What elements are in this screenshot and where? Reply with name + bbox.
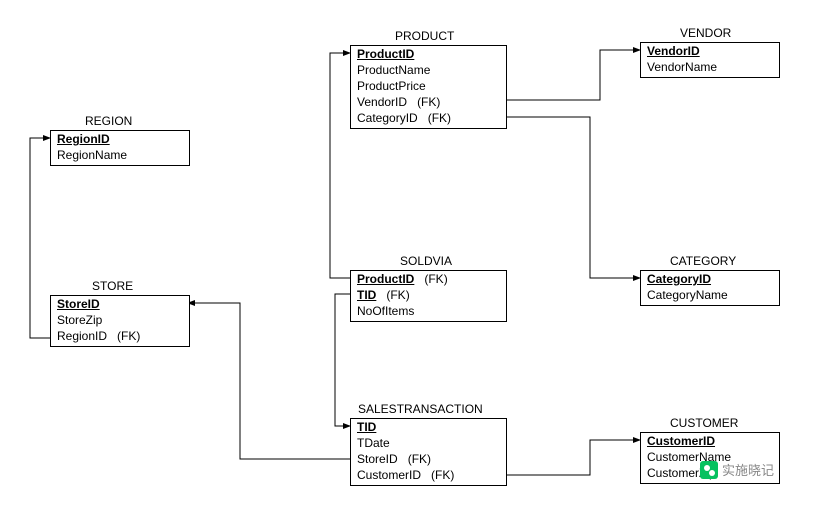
attr-region-regionname: RegionName <box>51 147 189 163</box>
attr-product-productname: ProductName <box>351 62 506 78</box>
attr-customer-customerid: CustomerID <box>641 433 779 449</box>
entity-title-soldvia: SOLDVIA <box>400 254 452 268</box>
entity-title-salestransaction: SALESTRANSACTION <box>358 402 483 416</box>
attr-salestransaction-storeid: StoreID (FK) <box>351 451 506 467</box>
attr-product-categoryid: CategoryID (FK) <box>351 110 506 126</box>
attr-category-categoryid: CategoryID <box>641 271 779 287</box>
attr-salestransaction-customerid: CustomerID (FK) <box>351 467 506 483</box>
entity-soldvia: ProductID (FK)TID (FK)NoOfItems <box>350 270 507 322</box>
edge-store-RegionID-to-region <box>30 138 50 338</box>
entity-title-region: REGION <box>85 114 132 128</box>
entity-category: CategoryIDCategoryName <box>640 270 780 306</box>
attr-region-regionid: RegionID <box>51 131 189 147</box>
entity-region: RegionIDRegionName <box>50 130 190 166</box>
edge-salestransaction-CustomerID-to-customer <box>505 440 640 475</box>
edge-product-VendorID-to-vendor <box>505 50 640 100</box>
entity-salestransaction: TIDTDateStoreID (FK)CustomerID (FK) <box>350 418 507 486</box>
attr-store-regionid: RegionID (FK) <box>51 328 189 344</box>
edge-salestransaction-StoreID-to-store <box>188 303 350 459</box>
attr-soldvia-productid: ProductID (FK) <box>351 271 506 287</box>
attr-soldvia-noofitems: NoOfItems <box>351 303 506 319</box>
entity-title-vendor: VENDOR <box>680 26 731 40</box>
entity-title-customer: CUSTOMER <box>670 416 738 430</box>
attr-product-vendorid: VendorID (FK) <box>351 94 506 110</box>
attr-vendor-vendorid: VendorID <box>641 43 779 59</box>
attr-product-productid: ProductID <box>351 46 506 62</box>
watermark: 实施晓记 <box>700 460 774 479</box>
attr-category-categoryname: CategoryName <box>641 287 779 303</box>
attr-salestransaction-tdate: TDate <box>351 435 506 451</box>
attr-product-productprice: ProductPrice <box>351 78 506 94</box>
attr-store-storezip: StoreZip <box>51 312 189 328</box>
entity-vendor: VendorIDVendorName <box>640 42 780 78</box>
edge-soldvia-TID-to-salestransaction <box>335 294 350 426</box>
attr-vendor-vendorname: VendorName <box>641 59 779 75</box>
edge-product-CategoryID-to-category <box>505 117 640 278</box>
watermark-text: 实施晓记 <box>722 460 774 479</box>
entity-product: ProductIDProductNameProductPriceVendorID… <box>350 45 507 129</box>
entity-title-category: CATEGORY <box>670 254 736 268</box>
wechat-icon <box>700 461 718 479</box>
attr-store-storeid: StoreID <box>51 296 189 312</box>
entity-title-store: STORE <box>92 279 133 293</box>
attr-salestransaction-tid: TID <box>351 419 506 435</box>
edge-soldvia-ProductID-to-product <box>330 53 350 278</box>
attr-soldvia-tid: TID (FK) <box>351 287 506 303</box>
entity-title-product: PRODUCT <box>395 29 454 43</box>
entity-store: StoreIDStoreZipRegionID (FK) <box>50 295 190 347</box>
